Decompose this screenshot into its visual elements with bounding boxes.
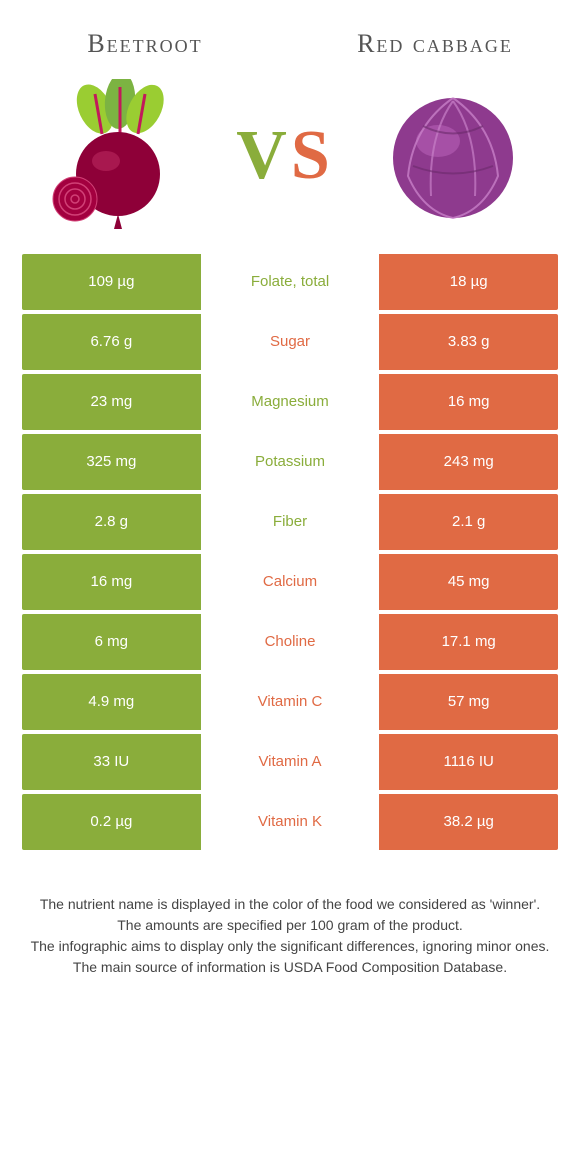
value-right: 3.83 g bbox=[379, 314, 558, 370]
nutrient-label: Vitamin K bbox=[201, 794, 380, 850]
value-left: 16 mg bbox=[22, 554, 201, 610]
footer-line-2: The amounts are specified per 100 gram o… bbox=[30, 915, 550, 936]
header: Beetroot Red cabbage bbox=[0, 0, 580, 69]
title-left: Beetroot bbox=[55, 30, 235, 59]
value-right: 57 mg bbox=[379, 674, 558, 730]
nutrient-label: Calcium bbox=[201, 554, 380, 610]
table-row: 6.76 gSugar3.83 g bbox=[22, 314, 558, 370]
nutrient-label: Vitamin C bbox=[201, 674, 380, 730]
nutrient-label: Vitamin A bbox=[201, 734, 380, 790]
value-right: 38.2 µg bbox=[379, 794, 558, 850]
table-row: 6 mgCholine17.1 mg bbox=[22, 614, 558, 670]
nutrient-label: Potassium bbox=[201, 434, 380, 490]
value-right: 2.1 g bbox=[379, 494, 558, 550]
table-row: 325 mgPotassium243 mg bbox=[22, 434, 558, 490]
nutrient-table: 109 µgFolate, total18 µg6.76 gSugar3.83 … bbox=[0, 254, 580, 850]
title-right: Red cabbage bbox=[345, 30, 525, 59]
vs-label: VS bbox=[236, 121, 334, 191]
nutrient-label: Sugar bbox=[201, 314, 380, 370]
table-row: 109 µgFolate, total18 µg bbox=[22, 254, 558, 310]
vs-s: S bbox=[291, 117, 334, 194]
table-row: 16 mgCalcium45 mg bbox=[22, 554, 558, 610]
footer-notes: The nutrient name is displayed in the co… bbox=[0, 854, 580, 978]
footer-line-1: The nutrient name is displayed in the co… bbox=[30, 894, 550, 915]
nutrient-label: Choline bbox=[201, 614, 380, 670]
value-right: 17.1 mg bbox=[379, 614, 558, 670]
value-left: 6.76 g bbox=[22, 314, 201, 370]
beetroot-icon bbox=[40, 79, 195, 234]
value-left: 2.8 g bbox=[22, 494, 201, 550]
nutrient-label: Magnesium bbox=[201, 374, 380, 430]
footer-line-3: The infographic aims to display only the… bbox=[30, 936, 550, 957]
red-cabbage-icon bbox=[375, 79, 530, 234]
value-right: 45 mg bbox=[379, 554, 558, 610]
value-right: 18 µg bbox=[379, 254, 558, 310]
value-left: 23 mg bbox=[22, 374, 201, 430]
nutrient-label: Fiber bbox=[201, 494, 380, 550]
vs-v: V bbox=[236, 117, 291, 194]
value-right: 1116 IU bbox=[379, 734, 558, 790]
value-left: 0.2 µg bbox=[22, 794, 201, 850]
table-row: 4.9 mgVitamin C57 mg bbox=[22, 674, 558, 730]
value-left: 109 µg bbox=[22, 254, 201, 310]
table-row: 33 IUVitamin A1116 IU bbox=[22, 734, 558, 790]
footer-line-4: The main source of information is USDA F… bbox=[30, 957, 550, 978]
table-row: 2.8 gFiber2.1 g bbox=[22, 494, 558, 550]
nutrient-label: Folate, total bbox=[201, 254, 380, 310]
value-right: 243 mg bbox=[379, 434, 558, 490]
value-left: 33 IU bbox=[22, 734, 201, 790]
value-left: 4.9 mg bbox=[22, 674, 201, 730]
table-row: 23 mgMagnesium16 mg bbox=[22, 374, 558, 430]
table-row: 0.2 µgVitamin K38.2 µg bbox=[22, 794, 558, 850]
value-left: 6 mg bbox=[22, 614, 201, 670]
value-right: 16 mg bbox=[379, 374, 558, 430]
value-left: 325 mg bbox=[22, 434, 201, 490]
image-row: VS bbox=[0, 69, 580, 254]
